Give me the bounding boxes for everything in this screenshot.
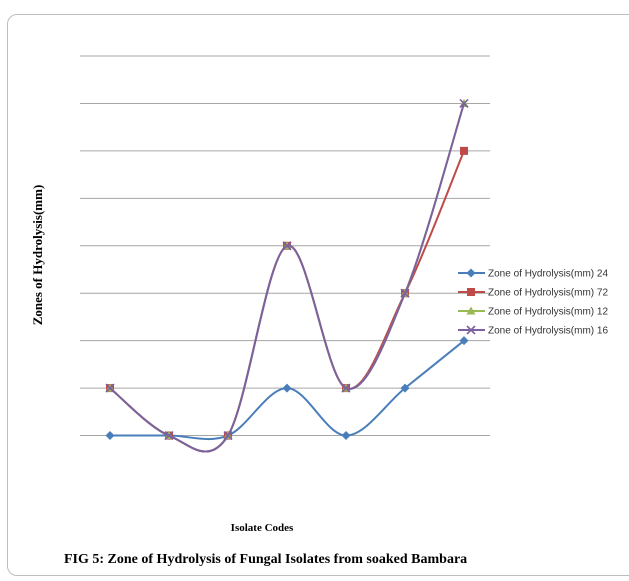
- legend-item: Zone of Hydrolysis(mm) 72: [458, 288, 608, 299]
- legend-label: Zone of Hydrolysis(mm) 24: [488, 269, 608, 280]
- legend-label: Zone of Hydrolysis(mm) 72: [488, 288, 608, 299]
- data-point: [459, 98, 469, 109]
- legend-label: Zone of Hydrolysis(mm) 16: [488, 326, 608, 337]
- series-4: [105, 98, 469, 453]
- data-point: [105, 383, 115, 393]
- figure-caption: FIG 5: Zone of Hydrolysis of Fungal Isol…: [64, 552, 468, 567]
- data-point: [400, 288, 410, 298]
- data-point: [400, 383, 410, 393]
- legend-item: Zone of Hydrolysis(mm) 16: [458, 325, 608, 337]
- data-point: [105, 431, 115, 441]
- legend-marker: [466, 268, 476, 278]
- data-point: [223, 430, 233, 441]
- data-point: [282, 241, 292, 251]
- data-point: [341, 383, 351, 393]
- data-point: [459, 336, 469, 346]
- data-point: [164, 430, 174, 441]
- y-axis-label: Zones of Hydrolysis(mm): [30, 185, 45, 326]
- data-point: [282, 383, 292, 393]
- series-line: [109, 150, 465, 453]
- legend: Zone of Hydrolysis(mm) 24 Zone of Hydroly…: [458, 268, 608, 337]
- data-point: [341, 431, 351, 441]
- legend-marker: [466, 325, 476, 335]
- series-layer: [105, 98, 469, 453]
- legend-item: Zone of Hydrolysis(mm) 24: [458, 268, 608, 280]
- series-line: [109, 103, 465, 453]
- series-2: [106, 146, 468, 453]
- legend-marker: [467, 288, 475, 296]
- chart-frame: [7, 14, 629, 576]
- legend-marker: [466, 306, 476, 315]
- legend-label: Zone of Hydrolysis(mm) 12: [488, 307, 608, 318]
- legend-item: Zone of Hydrolysis(mm) 12: [458, 306, 608, 318]
- data-point: [460, 146, 468, 155]
- x-axis-label: Isolate Codes: [231, 522, 294, 534]
